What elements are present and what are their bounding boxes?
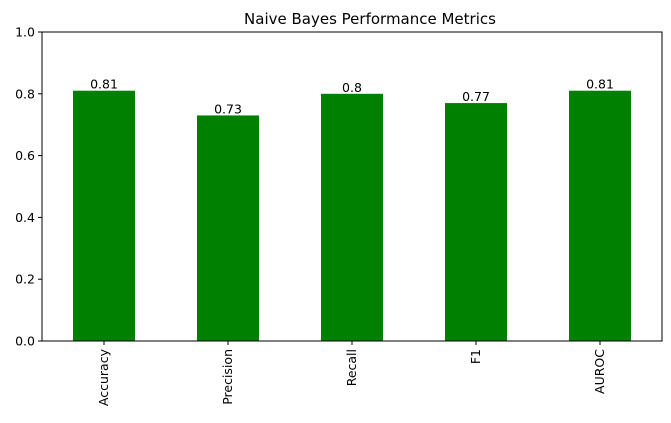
y-tick-label: 0.6	[15, 148, 35, 163]
bar-recall	[321, 93, 383, 341]
bar-f1	[445, 103, 507, 341]
bars-group	[73, 90, 631, 342]
x-tick-label-recall: Recall	[344, 349, 359, 386]
x-tick-label-accuracy: Accuracy	[96, 348, 111, 406]
y-tick-label: 0.8	[15, 86, 35, 101]
data-label-precision: 0.73	[214, 101, 242, 116]
x-tick-label-f1: F1	[468, 349, 483, 364]
bar-auroc	[569, 90, 631, 342]
y-axis: 0.0 0.2 0.4 0.6 0.8 1.0	[15, 25, 42, 349]
y-tick-label: 1.0	[15, 25, 35, 40]
y-tick-label: 0.4	[15, 210, 35, 225]
data-label-auroc: 0.81	[586, 77, 614, 92]
x-tick-label-auroc: AUROC	[592, 349, 607, 394]
bar-precision	[197, 115, 259, 342]
data-label-f1: 0.77	[462, 89, 490, 104]
data-label-accuracy: 0.81	[90, 77, 118, 92]
data-labels-group: 0.81 0.73 0.8 0.77 0.81	[90, 77, 614, 117]
bar-accuracy	[73, 90, 135, 342]
plot-frame	[41, 31, 663, 342]
y-tick-label: 0.2	[15, 272, 35, 287]
y-tick-label: 0.0	[15, 334, 35, 349]
x-tick-label-precision: Precision	[220, 349, 235, 405]
data-label-recall: 0.8	[342, 80, 362, 95]
x-axis: Accuracy Precision Recall F1 AUROC	[96, 341, 607, 406]
chart-title: Naive Bayes Performance Metrics	[244, 10, 496, 28]
